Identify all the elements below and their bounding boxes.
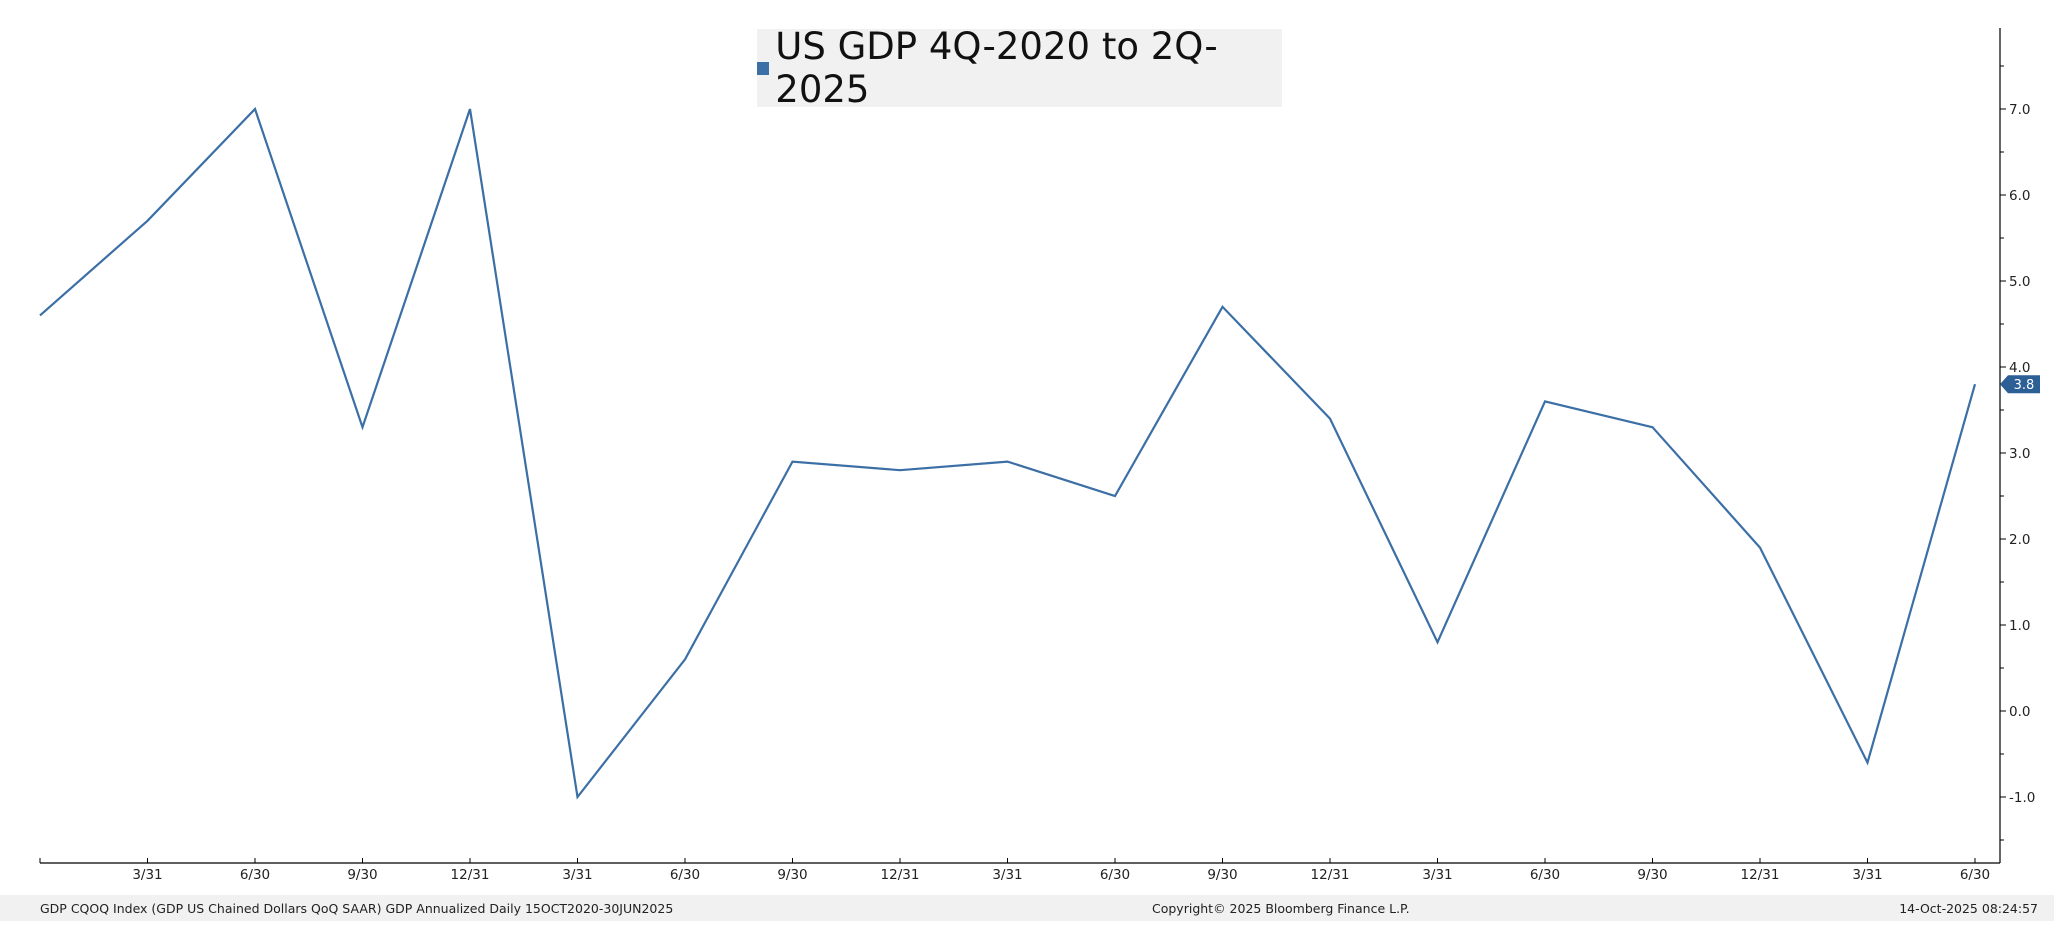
y-tick-label: 0.0 <box>2009 704 2030 720</box>
x-tick-label: 12/31 <box>451 867 490 883</box>
y-tick-label: 7.0 <box>2009 102 2030 118</box>
y-tick-label: 5.0 <box>2009 274 2030 290</box>
chart-legend: US GDP 4Q-2020 to 2Q-2025 <box>757 25 1282 111</box>
footer-source: GDP CQOQ Index (GDP US Chained Dollars Q… <box>40 901 674 916</box>
x-tick-label: 12/31 <box>1741 867 1780 883</box>
x-tick-label: 3/31 <box>562 867 592 883</box>
footer-copyright: Copyright© 2025 Bloomberg Finance L.P. <box>1152 901 1410 916</box>
y-tick-label: 4.0 <box>2009 360 2030 376</box>
x-tick-label: 6/30 <box>1960 867 1990 883</box>
x-tick-label: 12/31 <box>1311 867 1350 883</box>
last-value-tag <box>2000 375 2040 394</box>
y-tick-label: 1.0 <box>2009 618 2030 634</box>
footer-timestamp: 14-Oct-2025 08:24:57 <box>1899 901 2038 916</box>
x-tick-label: 6/30 <box>1530 867 1560 883</box>
legend-series-label: US GDP 4Q-2020 to 2Q-2025 <box>775 25 1218 111</box>
chart-footer: GDP CQOQ Index (GDP US Chained Dollars Q… <box>0 895 2054 921</box>
x-tick-label: 6/30 <box>670 867 700 883</box>
last-value-label: 3.8 <box>2014 378 2035 393</box>
legend-swatch-icon <box>757 61 770 75</box>
x-tick-label: 3/31 <box>1422 867 1452 883</box>
x-tick-label: 6/30 <box>240 867 270 883</box>
series-line <box>39 106 1977 800</box>
x-tick-label: 3/31 <box>992 867 1022 883</box>
x-tick-label: 6/30 <box>1100 867 1130 883</box>
y-tick-label: 3.0 <box>2009 446 2030 462</box>
x-tick-label: 9/30 <box>347 867 377 883</box>
x-tick-label: 9/30 <box>1637 867 1667 883</box>
x-tick-label: 3/31 <box>132 867 162 883</box>
y-tick-label: -1.0 <box>2009 790 2035 806</box>
gdp-line-chart: 3/31 6/30 9/30 12/31 3/31 6/30 9/30 12/31 3/31 6/… <box>39 28 2040 883</box>
x-tick-label: 12/31 <box>881 867 920 883</box>
y-tick-label: 6.0 <box>2009 188 2030 204</box>
x-tick-label: 3/31 <box>1852 867 1882 883</box>
y-tick-label: 2.0 <box>2009 532 2030 548</box>
x-tick-label: 9/30 <box>777 867 807 883</box>
x-tick-label: 9/30 <box>1207 867 1237 883</box>
